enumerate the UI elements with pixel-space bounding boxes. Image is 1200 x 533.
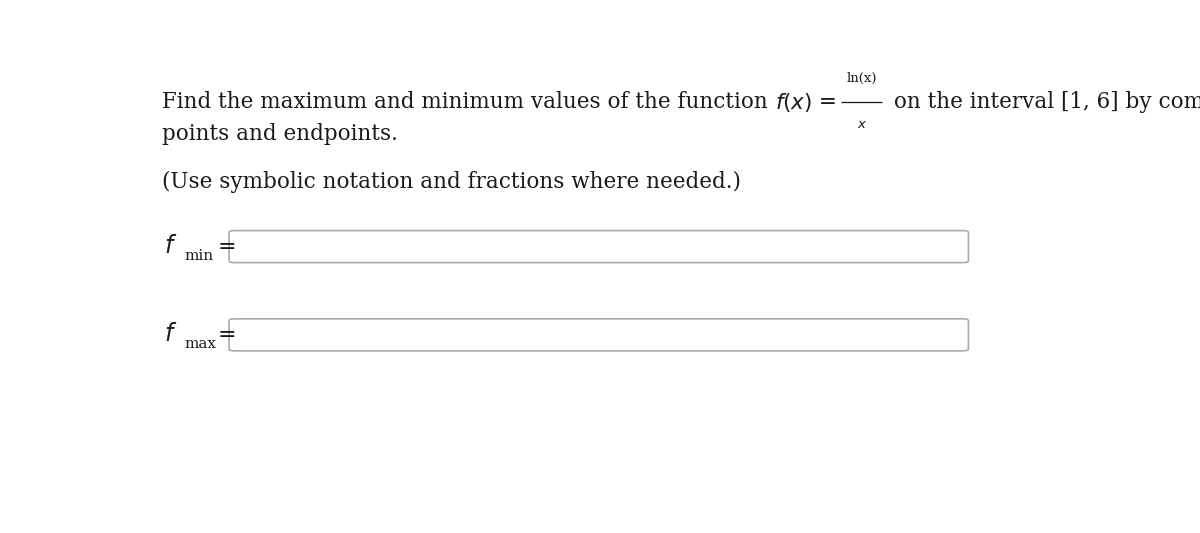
Text: on the interval [1, 6] by comparing values at the critical: on the interval [1, 6] by comparing valu…: [887, 91, 1200, 112]
Text: $f(x)$: $f(x)$: [775, 91, 812, 114]
Text: (Use symbolic notation and fractions where needed.): (Use symbolic notation and fractions whe…: [162, 171, 742, 193]
Text: $f$: $f$: [164, 235, 178, 258]
Text: =: =: [218, 324, 236, 346]
Text: $f$: $f$: [164, 324, 178, 346]
FancyBboxPatch shape: [229, 319, 968, 351]
Text: =: =: [812, 91, 836, 112]
Text: ln(x): ln(x): [847, 72, 877, 85]
Text: max: max: [185, 337, 216, 351]
Text: Find the maximum and minimum values of the function: Find the maximum and minimum values of t…: [162, 91, 775, 112]
Text: min: min: [185, 248, 214, 263]
Text: =: =: [218, 236, 236, 257]
Text: points and endpoints.: points and endpoints.: [162, 124, 398, 146]
FancyBboxPatch shape: [229, 231, 968, 263]
Text: $x$: $x$: [857, 118, 868, 131]
